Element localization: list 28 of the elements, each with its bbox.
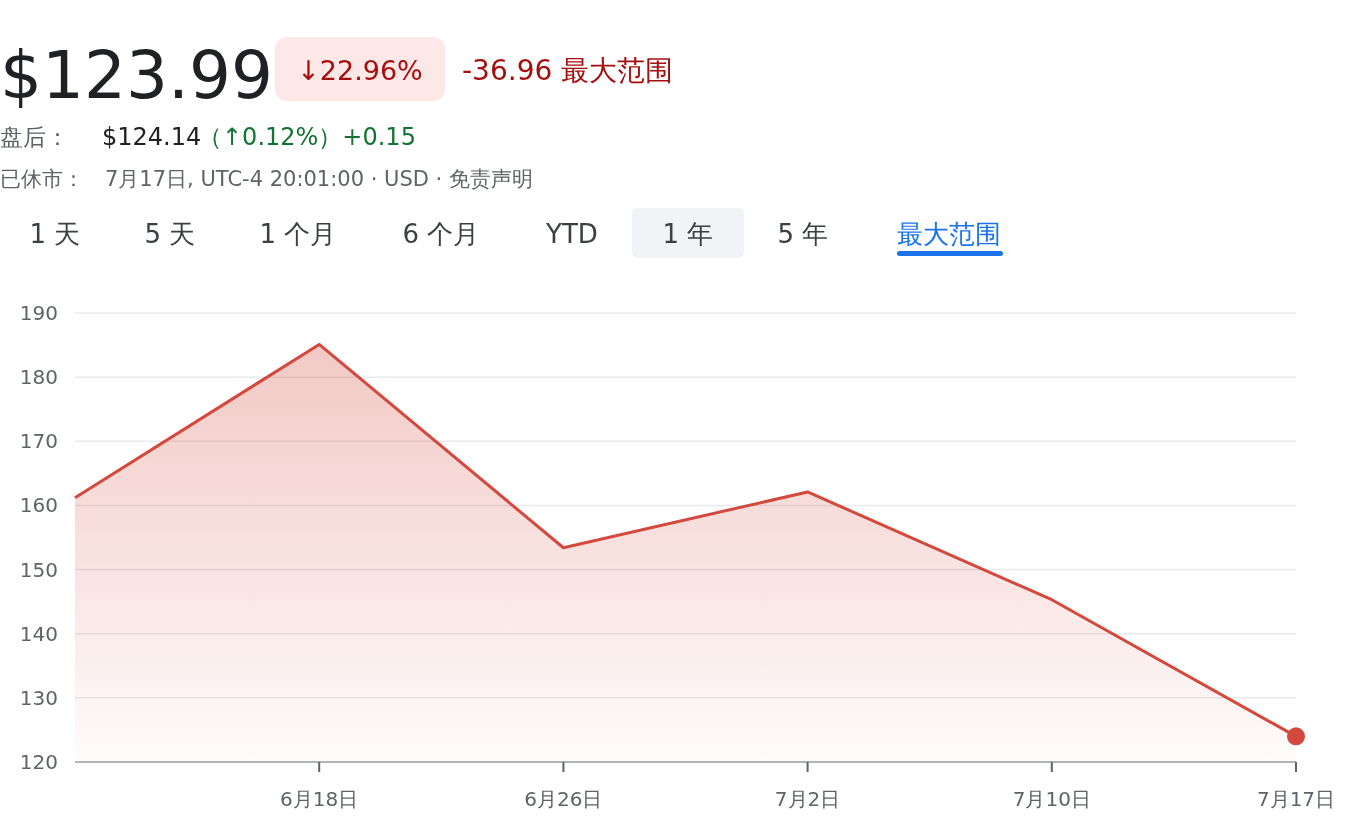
- y-tick-label: 180: [19, 365, 58, 390]
- y-tick-label: 170: [19, 429, 58, 454]
- x-tick-label: 7月2日: [774, 787, 841, 811]
- x-tick-label: 7月17日: [1256, 787, 1336, 811]
- text: 5 天: [144, 219, 196, 249]
- x-tick-label: 7月10日: [1012, 787, 1091, 811]
- text: 已休市：: [0, 167, 84, 191]
- chart-title: $123.99: [0, 37, 273, 114]
- text: -36.96 最大范围: [462, 54, 674, 87]
- y-tick-label: 190: [19, 301, 58, 325]
- text: 盘后：: [0, 124, 69, 150]
- y-tick-label: 130: [19, 685, 58, 710]
- y-tick-label: 160: [19, 493, 58, 518]
- text: 5 年: [777, 219, 829, 249]
- text: YTD: [545, 219, 598, 249]
- y-tick-label: 150: [19, 557, 58, 582]
- text: 1 年: [662, 219, 714, 249]
- text: 1 个月: [259, 219, 337, 249]
- text: 6 个月: [402, 219, 480, 249]
- text: $124.14: [102, 123, 202, 151]
- x-tick-label: 6月26日: [524, 787, 603, 811]
- x-tick-label: 6月18日: [280, 787, 359, 811]
- text: 7月17日, UTC-4 20:01:00 · USD · 免责声明: [105, 167, 533, 191]
- text: 最大范围: [897, 219, 1001, 249]
- y-tick-label: 140: [19, 621, 58, 646]
- text: ↓22.96%: [297, 55, 423, 86]
- text: 1 天: [29, 219, 81, 249]
- y-tick-label: 120: [19, 750, 58, 774]
